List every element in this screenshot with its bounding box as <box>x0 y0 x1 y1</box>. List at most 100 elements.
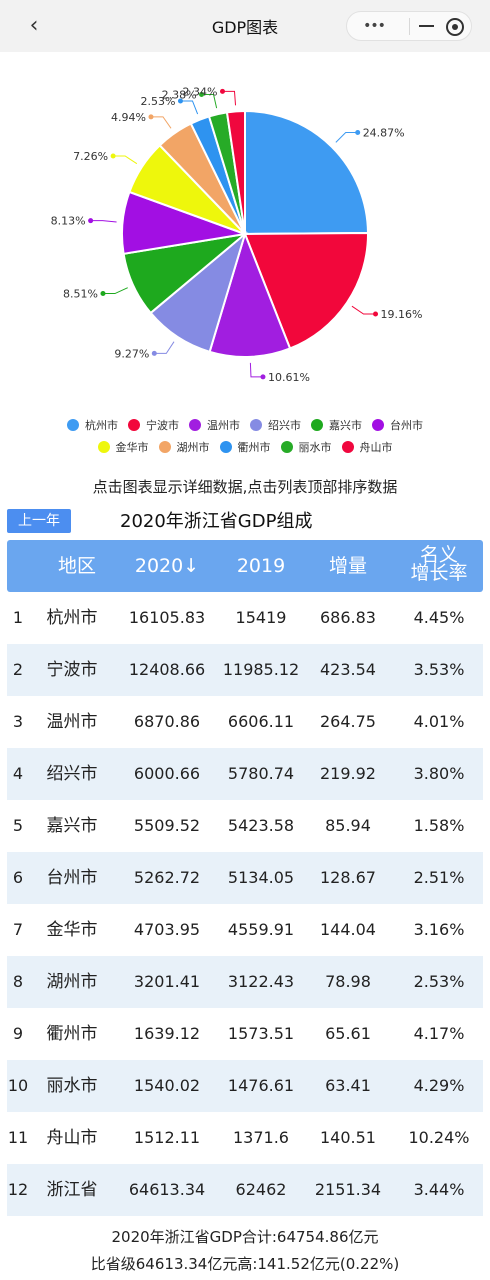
header-growth-label: 增长率 <box>410 562 468 584</box>
legend-item[interactable]: 金华市 <box>97 439 149 455</box>
row-growth-rate: 2.53% <box>413 972 465 991</box>
slice-percent-label: 2.34% <box>183 85 218 98</box>
row-region: 绍兴市 <box>46 764 98 784</box>
row-region: 嘉兴市 <box>46 816 98 836</box>
row-region: 金华市 <box>46 920 98 940</box>
header-region[interactable]: 地区 <box>57 555 96 577</box>
table-row[interactable]: 9 衢州市 1639.12 1573.51 65.61 4.17% <box>7 1008 483 1060</box>
header-nominal-label: 名义 <box>419 544 458 566</box>
leader-line <box>351 305 376 315</box>
row-gdp-2019: 6606.11 <box>227 712 295 731</box>
legend-swatch <box>158 441 171 453</box>
row-region: 舟山市 <box>46 1128 98 1148</box>
row-growth-rate: 3.53% <box>413 660 465 679</box>
row-region: 宁波市 <box>46 660 98 680</box>
legend-label: 金华市 <box>115 441 149 454</box>
table-row[interactable]: 7 金华市 4703.95 4559.91 144.04 3.16% <box>7 904 483 956</box>
legend-item[interactable]: 舟山市 <box>341 439 393 455</box>
row-rank: 4 <box>12 764 24 783</box>
row-gdp-2020: 12408.66 <box>128 660 206 679</box>
legend-swatch <box>219 441 232 453</box>
legend-label: 嘉兴市 <box>329 419 362 432</box>
slice-percent-label: 10.61% <box>268 371 310 384</box>
legend-item[interactable]: 嘉兴市 <box>311 417 362 433</box>
slice-percent-label: 8.51% <box>63 288 98 301</box>
leader-line <box>150 116 172 129</box>
row-growth-rate: 10.24% <box>408 1128 470 1147</box>
slice-percent-label: 2.38% <box>162 89 197 102</box>
legend-item[interactable]: 温州市 <box>189 417 240 433</box>
pie-chart[interactable]: 24.87% 19.16% 10.61% 9.27% 8.51% 8.13% 7.26% 4.… <box>0 52 490 400</box>
row-gdp-2019: 4559.91 <box>227 920 295 939</box>
table-row[interactable]: 5 嘉兴市 5509.52 5423.58 85.94 1.58% <box>7 800 483 852</box>
table-row[interactable]: 2 宁波市 12408.66 11985.12 423.54 3.53% <box>7 644 483 696</box>
leader-line <box>180 100 199 115</box>
row-growth-rate: 3.80% <box>413 764 465 783</box>
row-growth-rate: 3.16% <box>413 920 465 939</box>
row-rank: 9 <box>12 1024 24 1043</box>
legend-row: 金华市 湖州市 衢州市 丽水市 舟山市 <box>0 436 490 458</box>
row-gdp-2020: 16105.83 <box>128 608 206 627</box>
previous-year-button[interactable]: 上一年 <box>7 509 71 533</box>
row-increase: 63.41 <box>325 1076 371 1095</box>
legend-swatch <box>189 419 201 431</box>
legend-item[interactable]: 湖州市 <box>158 439 210 455</box>
table-row[interactable]: 3 温州市 6870.86 6606.11 264.75 4.01% <box>7 696 483 748</box>
pie-slice[interactable] <box>244 109 370 236</box>
row-region: 衢州市 <box>46 1024 98 1044</box>
leader-dot <box>373 311 379 317</box>
table-row[interactable]: 6 台州市 5262.72 5134.05 128.67 2.51% <box>7 852 483 904</box>
leader-dot <box>148 114 154 120</box>
title-bar: ‹ GDP图表 ••• <box>0 0 490 52</box>
row-increase: 78.98 <box>325 972 371 991</box>
pie-slice[interactable] <box>225 109 246 235</box>
minimize-icon[interactable] <box>419 25 434 27</box>
legend-item[interactable]: 台州市 <box>372 417 423 433</box>
chart-hint: 点击图表显示详细数据,点击列表顶部排序数据 <box>92 478 398 496</box>
header-2020[interactable]: 2020↓ <box>134 555 200 577</box>
legend-item[interactable]: 宁波市 <box>128 417 179 433</box>
back-chevron-icon[interactable]: ‹ <box>29 13 39 38</box>
legend-swatch <box>372 419 384 431</box>
row-increase: 144.04 <box>320 920 376 939</box>
legend-item[interactable]: 绍兴市 <box>250 417 301 433</box>
header-nominal-growth[interactable]: 名义 增长率 <box>397 540 481 592</box>
close-target-icon[interactable] <box>446 18 464 36</box>
leader-line <box>102 287 128 295</box>
leader-dot <box>88 218 94 224</box>
legend-item[interactable]: 杭州市 <box>67 417 118 433</box>
leader-dot <box>219 88 225 94</box>
slice-percent-label: 8.13% <box>51 215 86 228</box>
legend-item[interactable]: 衢州市 <box>219 439 271 455</box>
row-rank: 8 <box>12 972 24 991</box>
table-row[interactable]: 4 绍兴市 6000.66 5780.74 219.92 3.80% <box>7 748 483 800</box>
row-gdp-2019: 15419 <box>235 608 287 627</box>
header-2019[interactable]: 2019 <box>236 555 286 577</box>
row-increase: 264.75 <box>320 712 376 731</box>
row-increase: 686.83 <box>320 608 376 627</box>
table-row[interactable]: 8 湖州市 3201.41 3122.43 78.98 2.53% <box>7 956 483 1008</box>
table-row[interactable]: 1 杭州市 16105.83 15419 686.83 4.45% <box>7 592 483 644</box>
leader-line <box>154 341 175 354</box>
row-rank: 5 <box>12 816 24 835</box>
leader-line <box>249 362 263 378</box>
header-increase[interactable]: 增量 <box>328 555 367 577</box>
row-gdp-2020: 1540.02 <box>133 1076 201 1095</box>
slice-percent-label: 24.87% <box>363 126 405 139</box>
table-row[interactable]: 12 浙江省 64613.34 62462 2151.34 3.44% <box>7 1164 483 1216</box>
row-gdp-2019: 1476.61 <box>227 1076 295 1095</box>
summary-total: 2020年浙江省GDP合计:64754.86亿元 <box>111 1228 379 1246</box>
row-growth-rate: 4.45% <box>413 608 465 627</box>
more-icon[interactable]: ••• <box>363 18 386 34</box>
row-rank: 12 <box>7 1180 29 1199</box>
row-gdp-2020: 6000.66 <box>133 764 201 783</box>
legend-label: 绍兴市 <box>268 419 301 432</box>
pie-slice[interactable] <box>243 231 369 350</box>
row-gdp-2019: 62462 <box>235 1180 287 1199</box>
legend-item[interactable]: 丽水市 <box>280 439 332 455</box>
pie-slice[interactable] <box>208 230 292 358</box>
table-row[interactable]: 11 舟山市 1512.11 1371.6 140.51 10.24% <box>7 1112 483 1164</box>
table-row[interactable]: 10 丽水市 1540.02 1476.61 63.41 4.29% <box>7 1060 483 1112</box>
legend-label: 宁波市 <box>146 419 179 432</box>
legend-label: 舟山市 <box>359 441 393 454</box>
